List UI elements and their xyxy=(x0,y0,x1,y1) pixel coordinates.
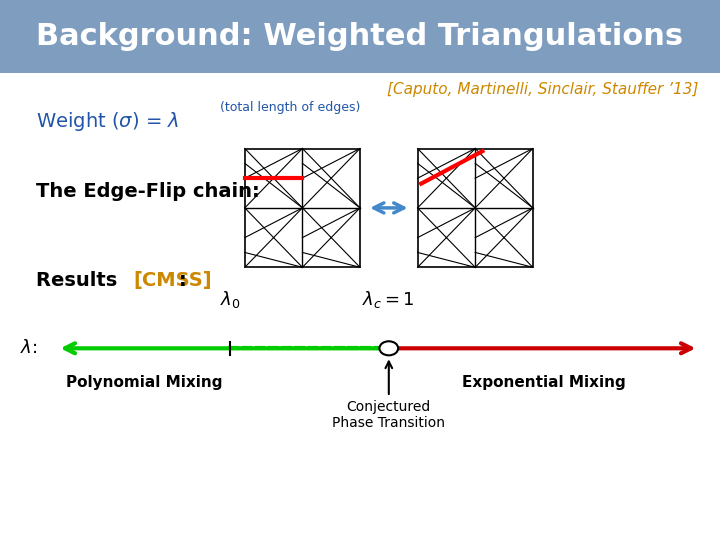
Bar xyxy=(245,148,360,267)
Text: $\lambda_c = 1$: $\lambda_c = 1$ xyxy=(362,289,415,310)
Text: Exponential Mixing: Exponential Mixing xyxy=(462,375,626,390)
Text: Background: Weighted Triangulations: Background: Weighted Triangulations xyxy=(37,22,683,51)
Text: Conjectured
Phase Transition: Conjectured Phase Transition xyxy=(333,400,445,430)
Text: $\lambda_0$: $\lambda_0$ xyxy=(220,289,240,310)
Text: Weight ($\sigma$) = $\lambda$: Weight ($\sigma$) = $\lambda$ xyxy=(36,110,179,133)
Text: (total length of edges): (total length of edges) xyxy=(220,102,360,114)
Bar xyxy=(418,148,533,267)
FancyBboxPatch shape xyxy=(0,0,720,73)
Text: [CMSS]: [CMSS] xyxy=(133,271,212,291)
Text: [Caputo, Martinelli, Sinclair, Stauffer ’13]: [Caputo, Martinelli, Sinclair, Stauffer … xyxy=(387,82,698,97)
Text: The Edge-Flip chain:: The Edge-Flip chain: xyxy=(36,182,260,201)
Text: :: : xyxy=(179,271,186,291)
Text: $\lambda$:: $\lambda$: xyxy=(20,339,37,357)
Circle shape xyxy=(379,341,398,355)
Text: Polynomial Mixing: Polynomial Mixing xyxy=(66,375,222,390)
Text: Results: Results xyxy=(36,271,124,291)
